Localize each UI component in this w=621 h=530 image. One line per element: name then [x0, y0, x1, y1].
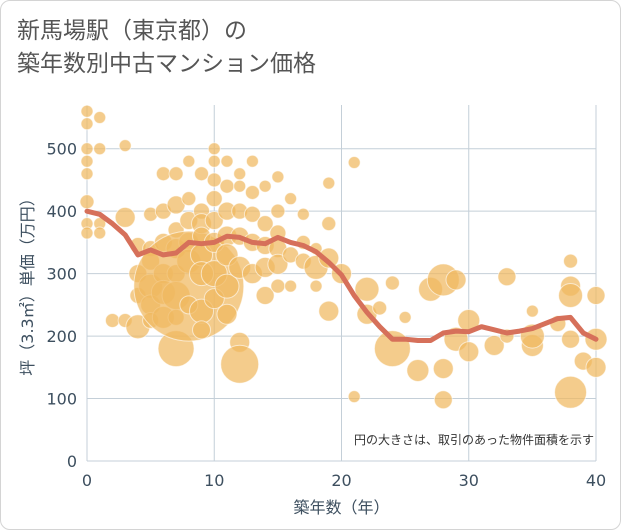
- y-tick-label: 0: [67, 452, 77, 471]
- x-tick-label: 40: [586, 471, 606, 490]
- bubble-point: [245, 154, 259, 168]
- y-tick-label: 400: [46, 202, 77, 221]
- bubble-point: [93, 110, 107, 124]
- bubble-point: [398, 310, 412, 324]
- bubble-point: [207, 154, 221, 168]
- x-axis-label: 築年数（年）: [293, 498, 389, 517]
- bubble-point: [205, 190, 223, 208]
- bubble-point: [270, 278, 286, 294]
- bubble-point: [256, 215, 274, 233]
- bubble-point: [192, 320, 212, 340]
- bubble-point: [93, 142, 107, 156]
- bubble-point: [309, 279, 323, 293]
- bubble-point: [114, 206, 136, 228]
- x-tick-label: 30: [459, 471, 479, 490]
- bubble-point: [216, 303, 238, 325]
- bubble-point: [80, 226, 94, 240]
- trend-line: [84, 208, 599, 343]
- bubble-point: [104, 312, 120, 328]
- bubble-point: [258, 179, 272, 193]
- bubble-point: [318, 300, 340, 322]
- bubble-point: [321, 216, 337, 232]
- bubble-point: [219, 178, 235, 194]
- bubble-point: [80, 142, 94, 156]
- bubble-point: [194, 166, 210, 182]
- bubble-point: [80, 117, 94, 131]
- bubble-point: [220, 154, 234, 168]
- bubble-point: [563, 253, 579, 269]
- bubble-point: [406, 358, 430, 382]
- x-tick-label: 10: [204, 471, 224, 490]
- bubble-point: [118, 139, 132, 153]
- bubble-point: [384, 275, 400, 291]
- bubble-point: [586, 285, 606, 305]
- bubble-point: [445, 269, 467, 291]
- bubble-point: [80, 167, 94, 181]
- bubble-point: [458, 341, 480, 363]
- bubble-point: [585, 356, 607, 378]
- size-note: 円の大きさは、取引のあった物件面積を示す: [354, 432, 594, 447]
- bubble-point: [284, 279, 298, 293]
- bubble-point: [372, 300, 388, 316]
- y-tick-label: 200: [46, 327, 77, 346]
- chart-title: 新馬場駅（東京都）の 築年数別中古マンション価格: [17, 15, 316, 81]
- bubble-point: [80, 154, 94, 168]
- bubble-point: [255, 285, 275, 305]
- bubble-point: [483, 334, 505, 356]
- x-tick-label: 20: [331, 471, 351, 490]
- bubble-point: [155, 166, 171, 182]
- bubble-point: [80, 104, 94, 118]
- bubble-point: [432, 358, 454, 380]
- y-tick-label: 100: [46, 390, 77, 409]
- bubble-point: [207, 142, 221, 156]
- bubble-point: [181, 191, 197, 207]
- tick-labels: 0 100 200 300 400 500 0 10 20 30 40: [46, 140, 606, 490]
- bubble-point: [270, 203, 286, 219]
- bubble-point: [525, 304, 539, 318]
- bubble-point: [214, 273, 240, 299]
- bubble-point: [220, 344, 260, 384]
- bubble-point: [561, 329, 581, 349]
- bubble-point: [244, 184, 260, 200]
- bubble-point: [204, 211, 224, 231]
- bubble-point: [322, 176, 336, 190]
- bubble-point: [168, 166, 184, 182]
- bubble-point: [433, 390, 453, 410]
- bubble-point: [558, 282, 584, 308]
- bubble-point: [318, 247, 340, 269]
- bubble-point: [497, 267, 517, 287]
- bubble-point: [206, 172, 222, 188]
- chart-title-line2: 築年数別中古マンション価格: [17, 51, 316, 77]
- x-tick-label: 0: [82, 471, 92, 490]
- bubble-point: [354, 276, 380, 302]
- bubble-point: [93, 226, 107, 240]
- bubble-point: [233, 179, 247, 193]
- bubble-point: [267, 253, 289, 275]
- bubble-point: [233, 167, 247, 181]
- y-tick-label: 300: [46, 265, 77, 284]
- chart-title-line1: 新馬場駅（東京都）の: [17, 18, 247, 44]
- bubble-point: [243, 205, 261, 223]
- bubble-point: [271, 170, 285, 184]
- bubble-point: [347, 390, 361, 404]
- bubble-point: [79, 194, 95, 210]
- y-axis-label: 坪（3.3㎡）単価（万円）: [18, 190, 37, 375]
- bubble-point: [284, 192, 298, 206]
- bubble-point: [554, 375, 588, 409]
- bubble-point: [182, 154, 196, 168]
- bubble-point: [347, 155, 361, 169]
- y-tick-label: 500: [46, 140, 77, 159]
- bubbles: [79, 104, 608, 410]
- bubble-point: [296, 207, 310, 221]
